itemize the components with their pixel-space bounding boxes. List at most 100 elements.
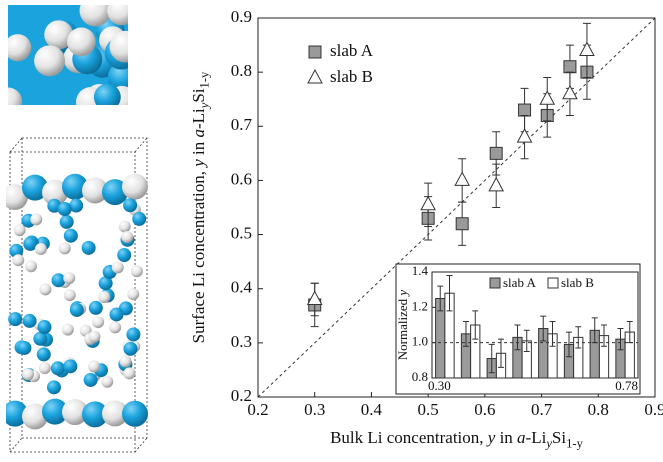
triangle-marker [563, 86, 577, 99]
label-part: Si [552, 428, 566, 447]
label-part: Si [189, 88, 208, 102]
atom [131, 265, 143, 277]
legend-label: slab B [561, 275, 594, 290]
atom [30, 213, 42, 225]
x-tick-label: 0.3 [304, 400, 325, 419]
y-tick-label: 0.5 [231, 223, 252, 242]
atom [37, 347, 51, 361]
square-marker [490, 147, 502, 159]
label-part: Normalized [395, 296, 410, 361]
triangle-marker [308, 292, 322, 305]
atom [17, 341, 31, 355]
x-tick-label: 0.4 [361, 400, 383, 419]
atom [120, 355, 132, 367]
atom [63, 272, 75, 284]
legend-marker [548, 278, 558, 288]
label-part: in [495, 428, 517, 447]
square-marker [519, 104, 531, 116]
y-tick-label: 1.0 [412, 334, 428, 349]
triangle-marker [580, 42, 594, 55]
x-tick-label: 0.6 [474, 400, 495, 419]
y-tick-label: 0.4 [231, 278, 253, 297]
atom [51, 361, 65, 375]
triangle-marker [518, 129, 532, 142]
y-tick-label: 0.3 [231, 332, 252, 351]
label-part: in [189, 138, 208, 160]
atom [82, 241, 96, 255]
square-marker [564, 61, 576, 73]
y-tick-label: 0.7 [231, 115, 253, 134]
atom [39, 362, 51, 374]
label-part: 1-y [197, 71, 211, 88]
surface-image [0, 0, 141, 117]
label-part: a [517, 428, 526, 447]
label-part: a [189, 129, 208, 138]
atom [35, 243, 47, 255]
x-tick-label: 0.8 [588, 400, 609, 419]
atom [34, 45, 65, 76]
x-tick-label: 0.30 [428, 378, 451, 393]
atom [22, 368, 34, 380]
legend-label: slab A [330, 41, 374, 60]
atom [64, 229, 78, 243]
legend-marker [308, 70, 322, 83]
label-part: -Li [189, 108, 208, 129]
atom [58, 202, 72, 216]
atom [60, 215, 74, 229]
atom [109, 321, 121, 333]
atom [119, 220, 131, 232]
atom [101, 376, 113, 388]
legend-label: slab A [503, 275, 536, 290]
atom [25, 260, 37, 272]
label-part: y [189, 159, 208, 169]
atom [63, 359, 77, 373]
atom [98, 291, 110, 303]
atom [124, 342, 138, 356]
label-part: -Li [526, 428, 547, 447]
atom [14, 224, 26, 236]
atom [64, 289, 76, 301]
y-tick-label: 0.2 [231, 386, 252, 405]
label-part: Surface Li concentration, [189, 167, 208, 344]
atom [12, 254, 24, 266]
x-tick-label: 0.5 [418, 400, 439, 419]
atom [89, 301, 103, 315]
axis-label: Normalized y [395, 290, 410, 361]
atom [112, 262, 124, 274]
atom [8, 312, 22, 326]
legend-marker [490, 278, 500, 288]
atom [110, 31, 142, 63]
atom [117, 248, 131, 262]
atom [23, 314, 37, 328]
y-tick-label: 0.6 [231, 169, 252, 188]
atom [122, 174, 148, 200]
x-tick-label: 0.7 [531, 400, 553, 419]
label-part: y [395, 290, 410, 298]
atom [127, 288, 139, 300]
atom [70, 303, 84, 317]
atom [88, 331, 100, 343]
y-tick-label: 0.8 [412, 369, 428, 384]
y-tick-label: 1.2 [412, 298, 428, 313]
triangle-marker [455, 172, 469, 185]
y-tick-label: 0.9 [231, 7, 252, 26]
legend-label: slab B [330, 67, 373, 86]
atom [123, 198, 137, 212]
atom [88, 360, 100, 372]
atom [39, 283, 51, 295]
atom [47, 380, 61, 394]
atom [122, 401, 148, 427]
atom [4, 34, 31, 61]
y-tick-label: 0.8 [231, 61, 252, 80]
legend-marker [309, 46, 321, 58]
atom [84, 373, 98, 387]
axis-label: Bulk Li concentration, y in a-LiySi1-y [330, 428, 584, 450]
axis-label: Surface Li concentration, y in a-LiySi1-… [189, 71, 211, 343]
slab-image [2, 138, 148, 452]
y-tick-label: 1.4 [412, 263, 429, 278]
atom [109, 307, 123, 321]
atom [37, 320, 51, 334]
atom [62, 324, 74, 336]
triangle-marker [540, 91, 554, 104]
atom [126, 327, 140, 341]
